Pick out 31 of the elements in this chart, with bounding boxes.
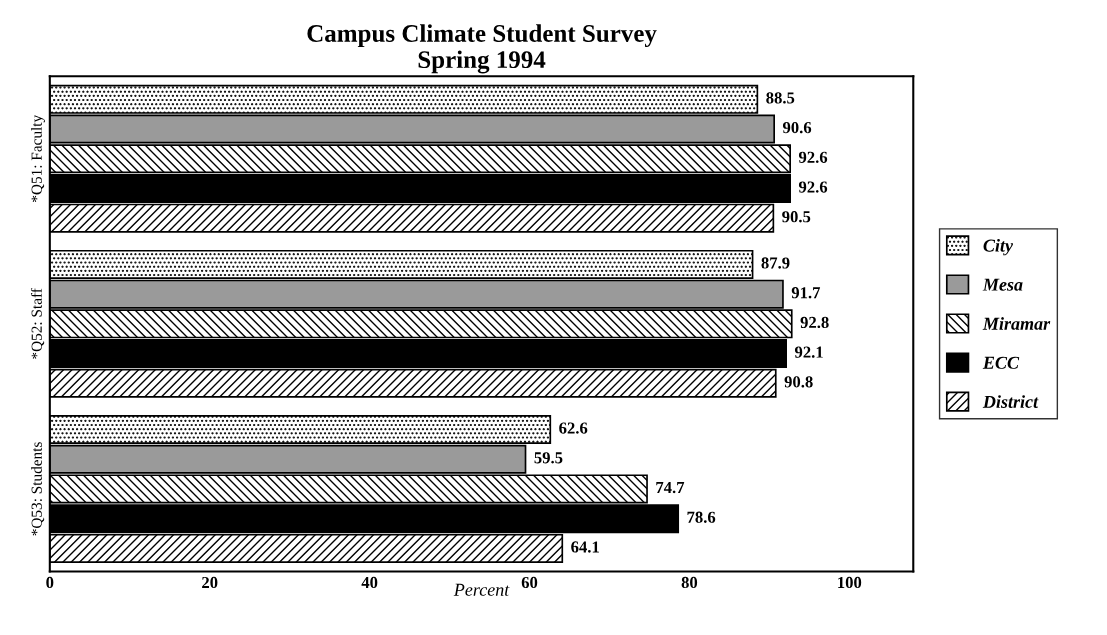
data-label: 90.6 — [782, 121, 812, 134]
x-tick-label: 40 — [361, 576, 378, 589]
y-tick-label: *Q52: Staff — [30, 288, 45, 359]
data-label: 92.6 — [798, 181, 828, 193]
x-tick-label: 80 — [681, 576, 698, 589]
data-label: 64.1 — [571, 541, 599, 553]
legend-label: Mesa — [982, 278, 1023, 291]
legend-label: District — [982, 395, 1039, 408]
data-label: 90.8 — [784, 376, 813, 388]
data-label: 74.7 — [656, 481, 685, 494]
data-label: 88.5 — [766, 92, 795, 104]
y-tick-label: *Q51: Faculty — [31, 114, 45, 202]
y-tick-label: *Q53: Students — [31, 442, 45, 536]
data-label: 78.6 — [687, 511, 716, 523]
x-tick-label: 0 — [46, 576, 54, 589]
data-label: 92.8 — [800, 316, 829, 329]
data-label: 91.7 — [791, 287, 821, 299]
data-label: 92.1 — [794, 346, 823, 358]
chart-title: Campus Climate Student Survey Spring 1994 — [307, 24, 657, 74]
x-tick-label: 100 — [838, 576, 862, 589]
x-axis-title: Percent — [453, 583, 510, 596]
x-tick-label: 60 — [521, 576, 538, 589]
data-label: 90.5 — [782, 211, 811, 223]
legend-label: City — [983, 238, 1014, 256]
data-label: 59.5 — [534, 452, 563, 464]
data-label: 62.6 — [559, 422, 588, 434]
legend-label: Miramar — [982, 317, 1051, 330]
data-label: 92.6 — [798, 151, 828, 163]
data-label: 87.9 — [761, 257, 790, 269]
x-tick-label: 20 — [202, 576, 218, 589]
legend-label: ECC — [982, 356, 1020, 369]
